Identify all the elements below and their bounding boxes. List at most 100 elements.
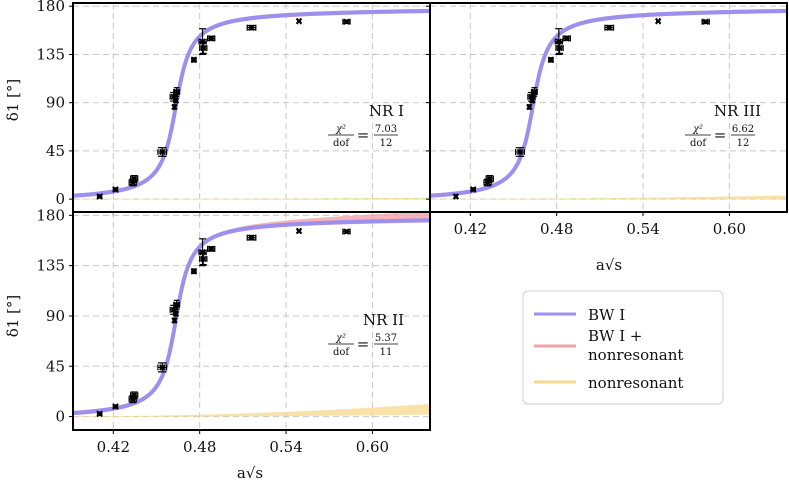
point-marker <box>207 245 215 253</box>
panel-name: NR I <box>369 102 404 120</box>
x-tick-label: 0.42 <box>454 220 487 238</box>
equals-sign: = <box>357 126 370 144</box>
point-marker <box>171 103 178 111</box>
point-marker <box>547 56 555 64</box>
point-marker <box>563 35 570 42</box>
panel-frame <box>429 2 788 213</box>
point-marker <box>172 310 180 317</box>
data-point <box>485 174 494 183</box>
y-tick-label: 0 <box>55 408 65 426</box>
y-tick-label: 45 <box>46 357 65 375</box>
chi2-value: 6.62 <box>732 124 754 135</box>
point-marker <box>295 18 303 25</box>
data-point <box>171 103 178 111</box>
point-marker <box>654 18 662 25</box>
nonresonant-band <box>73 197 430 200</box>
point-marker <box>469 186 477 193</box>
bw-curve <box>430 8 787 198</box>
y-tick-label: 135 <box>36 45 65 63</box>
y-axis-label-top: δ1 [°] <box>4 79 22 122</box>
x-tick-label: 0.42 <box>97 438 130 456</box>
data-point <box>515 147 525 157</box>
data-point <box>173 299 181 310</box>
dof-value: 12 <box>737 138 750 149</box>
x-tick-label: 0.48 <box>540 220 573 238</box>
data-point <box>112 186 119 193</box>
legend-label-bw-nonres-1: BW I + <box>588 327 642 345</box>
data-point <box>604 24 615 31</box>
chi2-symbol: χ² <box>335 124 346 135</box>
data-point <box>172 97 180 104</box>
point-marker <box>343 228 350 235</box>
point-marker <box>112 186 119 193</box>
point-marker <box>702 18 709 25</box>
panel-nr-i: 0 45 90 135 180 NR I χ² dof = 7.03 12 <box>36 0 431 216</box>
y-tick-label: 45 <box>46 142 65 160</box>
y-axis-label-bottom: δ1 [°] <box>4 295 22 338</box>
dof-symbol: dof <box>690 138 707 149</box>
data-point <box>528 97 536 104</box>
data-point <box>172 310 180 317</box>
data-point <box>295 227 303 235</box>
data-point <box>654 18 662 25</box>
point-marker <box>173 301 180 308</box>
point-marker <box>528 97 536 104</box>
legend-label-bw: BW I <box>588 306 625 324</box>
point-marker <box>606 24 613 31</box>
data-point <box>190 268 198 275</box>
x-axis-label-bottom: a√s <box>237 464 263 482</box>
legend-box <box>522 290 724 405</box>
x-tick-label: 0.54 <box>269 438 302 456</box>
panel-frame <box>72 211 431 431</box>
equals-sign: = <box>357 335 370 353</box>
point-marker <box>96 410 103 417</box>
point-marker <box>130 392 138 399</box>
point-marker <box>200 255 207 263</box>
point-marker <box>112 403 119 410</box>
data-point <box>530 87 538 97</box>
point-marker <box>248 234 255 241</box>
y-tick-label: 90 <box>46 307 65 325</box>
point-marker <box>130 175 138 182</box>
point-marker <box>343 18 350 25</box>
data-point <box>526 103 533 111</box>
dof-symbol: dof <box>333 347 350 358</box>
point-marker <box>200 44 207 52</box>
dof-value: 11 <box>380 347 393 358</box>
y-tick-label: 135 <box>36 257 65 275</box>
data-point <box>190 56 198 64</box>
data-point <box>206 245 216 253</box>
y-tick-label: 0 <box>55 190 65 208</box>
data-point <box>129 174 139 183</box>
x-tick-label: 0.60 <box>356 438 389 456</box>
legend-label-bw-nonres-2: nonresonant <box>588 346 683 364</box>
point-marker <box>171 317 178 324</box>
bw-curve <box>73 218 430 416</box>
point-marker <box>207 35 215 42</box>
data-point <box>171 317 178 324</box>
nonresonant-band <box>430 195 787 200</box>
data-point <box>129 391 139 400</box>
panel-curves <box>73 212 430 417</box>
panel-name: NR II <box>363 311 404 329</box>
data-point <box>555 42 564 54</box>
point-marker <box>190 268 198 275</box>
data-point <box>157 362 168 373</box>
nonresonant-band <box>73 403 430 417</box>
y-tick-label: 180 <box>36 0 65 15</box>
point-marker <box>526 103 533 111</box>
data-point <box>342 18 351 25</box>
point-marker <box>159 364 166 371</box>
data-point <box>246 24 257 31</box>
point-marker <box>295 227 303 235</box>
point-marker <box>159 148 166 156</box>
x-axis-label-right: a√s <box>596 256 622 274</box>
data-point <box>199 252 208 266</box>
y-tick-label: 90 <box>46 94 65 112</box>
legend-label-nonres: nonresonant <box>588 374 683 392</box>
x-tick-label: 0.54 <box>626 220 659 238</box>
x-tick-label: 0.60 <box>713 220 746 238</box>
data-point <box>246 234 257 241</box>
data-point <box>547 56 555 64</box>
